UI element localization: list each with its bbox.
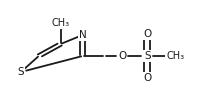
Text: O: O <box>143 29 151 39</box>
Text: N: N <box>79 30 86 40</box>
Text: CH₃: CH₃ <box>52 18 70 28</box>
Text: S: S <box>144 51 151 61</box>
Text: O: O <box>143 73 151 83</box>
Text: O: O <box>118 51 127 61</box>
Text: CH₃: CH₃ <box>166 51 184 61</box>
Text: S: S <box>18 67 24 77</box>
